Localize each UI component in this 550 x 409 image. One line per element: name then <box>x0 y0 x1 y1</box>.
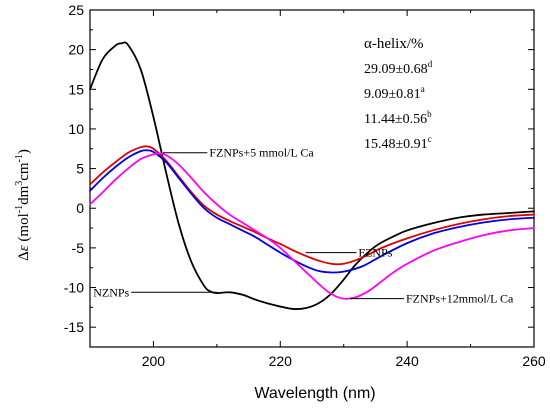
annotation-row-value: 9.09±0.81 <box>364 87 421 102</box>
y-tick-label: -5 <box>72 240 85 256</box>
curve-label-nznps: NZNPs <box>93 285 129 299</box>
plot-frame <box>89 9 535 348</box>
x-axis-title: Wavelength (nm) <box>254 385 375 402</box>
annotation-row-sup: c <box>428 134 432 144</box>
annotation-row: 11.44±0.56b <box>364 109 432 127</box>
y-title-delta: Δ <box>16 251 32 261</box>
y-tick-label: 20 <box>68 42 84 58</box>
y-tick-label: -10 <box>64 280 84 296</box>
annotation-row-value: 15.48±0.91 <box>364 137 428 152</box>
annotation-row-value: 11.44±0.56 <box>364 112 427 127</box>
y-title-mid1: dm <box>16 185 32 205</box>
y-tick-label: 5 <box>76 161 84 177</box>
axes-layer: 200 220 240 260 -15 -10 -5 0 5 10 15 20 25 <box>64 2 546 369</box>
y-tick-label: 0 <box>76 200 84 216</box>
y-title-sup1: -1 <box>14 205 25 213</box>
x-tick-label: 260 <box>522 353 546 369</box>
annotation-header: α-helix/% <box>364 36 424 52</box>
y-title-open: (mol <box>16 213 32 245</box>
series-line-fznps-12mmol-l-ca <box>89 152 535 300</box>
y-tick-label: -15 <box>64 319 84 335</box>
curve-label-fznps-5-mmol-l-ca: FZNPs+5 mmol/L Ca <box>209 146 314 160</box>
series-line-fznps <box>89 145 535 266</box>
series-layer <box>89 41 535 310</box>
annotation-row-sup: a <box>421 84 425 94</box>
y-title-epsilon: ε <box>16 245 32 251</box>
y-title-sup3: -1 <box>14 154 25 162</box>
x-tick-label: 220 <box>269 353 293 369</box>
y-tick-label: 25 <box>68 2 84 18</box>
annotation-row-sup: d <box>428 59 433 69</box>
annotation-row: 29.09±0.68d <box>364 59 433 77</box>
alpha-helix-annotation: α-helix/% 29.09±0.68d 9.09±0.81a 11.44±0… <box>364 36 433 152</box>
y-title-close: ) <box>16 149 32 154</box>
curve-label-fznps: FZNPs <box>358 246 392 260</box>
x-tick-label: 240 <box>395 353 419 369</box>
annotation-row: 9.09±0.81a <box>364 84 425 102</box>
y-tick-label: 10 <box>68 121 84 137</box>
annotation-row-sup: b <box>427 109 432 119</box>
y-title-sup2: 3 <box>14 181 25 186</box>
annotation-row: 15.48±0.91c <box>364 134 432 152</box>
x-tick-label: 200 <box>142 353 166 369</box>
series-line-nznps <box>89 41 535 310</box>
curve-label-fznps-12mmol-l-ca: FZNPs+12mmol/L Ca <box>406 292 514 306</box>
annotation-row-value: 29.09±0.68 <box>364 62 428 77</box>
y-title-mid2: cm <box>16 162 32 181</box>
y-axis-title: Δε (mol-1dm3cm-1) <box>14 149 32 261</box>
series-line-fznps-5-mmol-l-ca <box>89 149 535 274</box>
y-tick-label: 15 <box>68 81 84 97</box>
curve-labels-layer: FZNPs+5 mmol/L Ca FZNPs NZNPs FZNPs+12mmol/… <box>93 146 514 306</box>
